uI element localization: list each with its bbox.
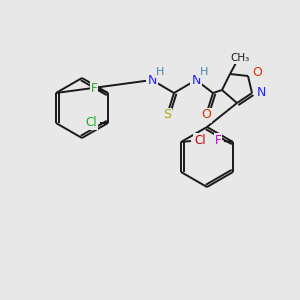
Text: Cl: Cl	[85, 116, 97, 130]
Text: CH₃: CH₃	[230, 53, 250, 63]
Text: F: F	[91, 82, 97, 94]
Text: Cl: Cl	[194, 134, 206, 146]
Text: F: F	[215, 134, 221, 146]
Text: N: N	[147, 74, 157, 86]
Text: H: H	[200, 67, 208, 77]
Text: N: N	[256, 86, 266, 100]
Text: O: O	[201, 109, 211, 122]
Text: H: H	[156, 67, 164, 77]
Text: S: S	[163, 109, 171, 122]
Text: O: O	[252, 67, 262, 80]
Text: N: N	[191, 74, 201, 86]
